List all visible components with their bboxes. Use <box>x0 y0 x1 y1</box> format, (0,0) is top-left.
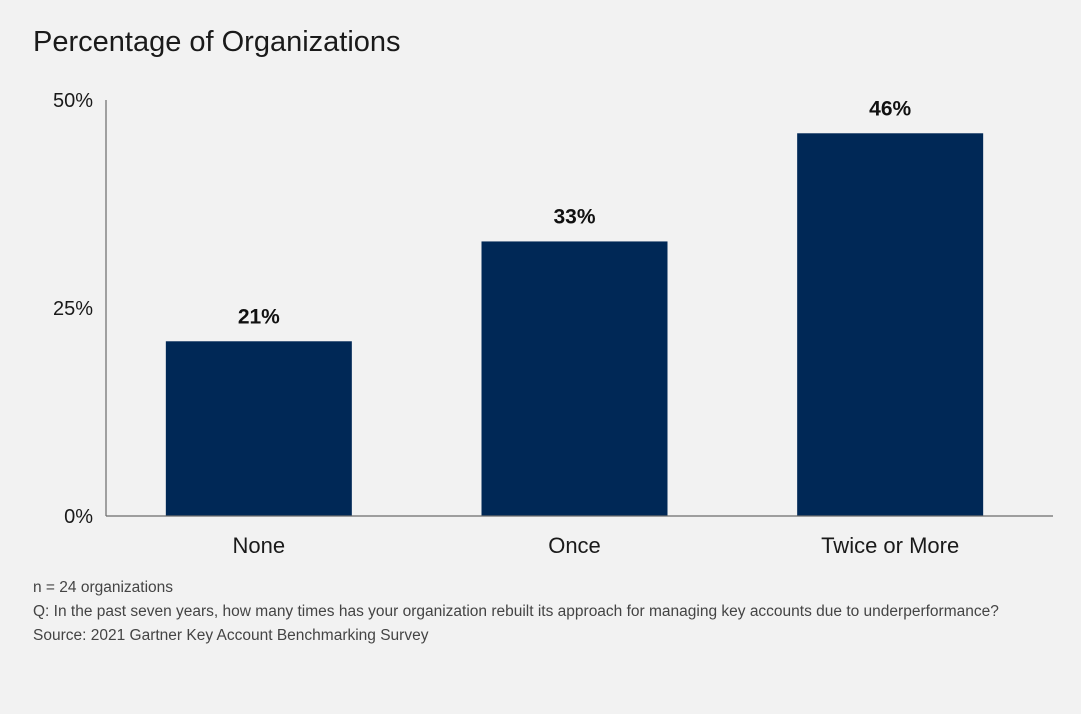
y-tick-label: 0% <box>64 506 93 528</box>
source-note: Source: 2021 Gartner Key Account Benchma… <box>33 627 429 644</box>
survey-question-note: Q: In the past seven years, how many tim… <box>33 603 999 620</box>
data-label: 46% <box>869 97 911 120</box>
bar-chart: 0% 25% 50% 21% 33% 46% None Once Twice or More <box>53 90 1053 558</box>
y-tick-label: 50% <box>53 90 93 112</box>
chart-notes: n = 24 organizations Q: In the past seve… <box>33 576 1043 648</box>
category-label: Twice or More <box>821 533 959 558</box>
y-tick-label: 25% <box>53 298 93 320</box>
y-axis: 0% 25% 50% <box>53 90 107 528</box>
bars: 21% 33% 46% <box>165 97 984 516</box>
bar <box>797 133 984 516</box>
category-label: Once <box>548 533 601 558</box>
category-label: None <box>233 533 286 558</box>
chart-title: Percentage of Organizations <box>33 26 401 58</box>
bar <box>481 241 668 516</box>
data-label: 21% <box>238 305 280 328</box>
sample-size-note: n = 24 organizations <box>33 579 174 596</box>
bar <box>165 341 352 516</box>
data-label: 33% <box>553 205 595 228</box>
x-axis: None Once Twice or More <box>106 515 1053 558</box>
